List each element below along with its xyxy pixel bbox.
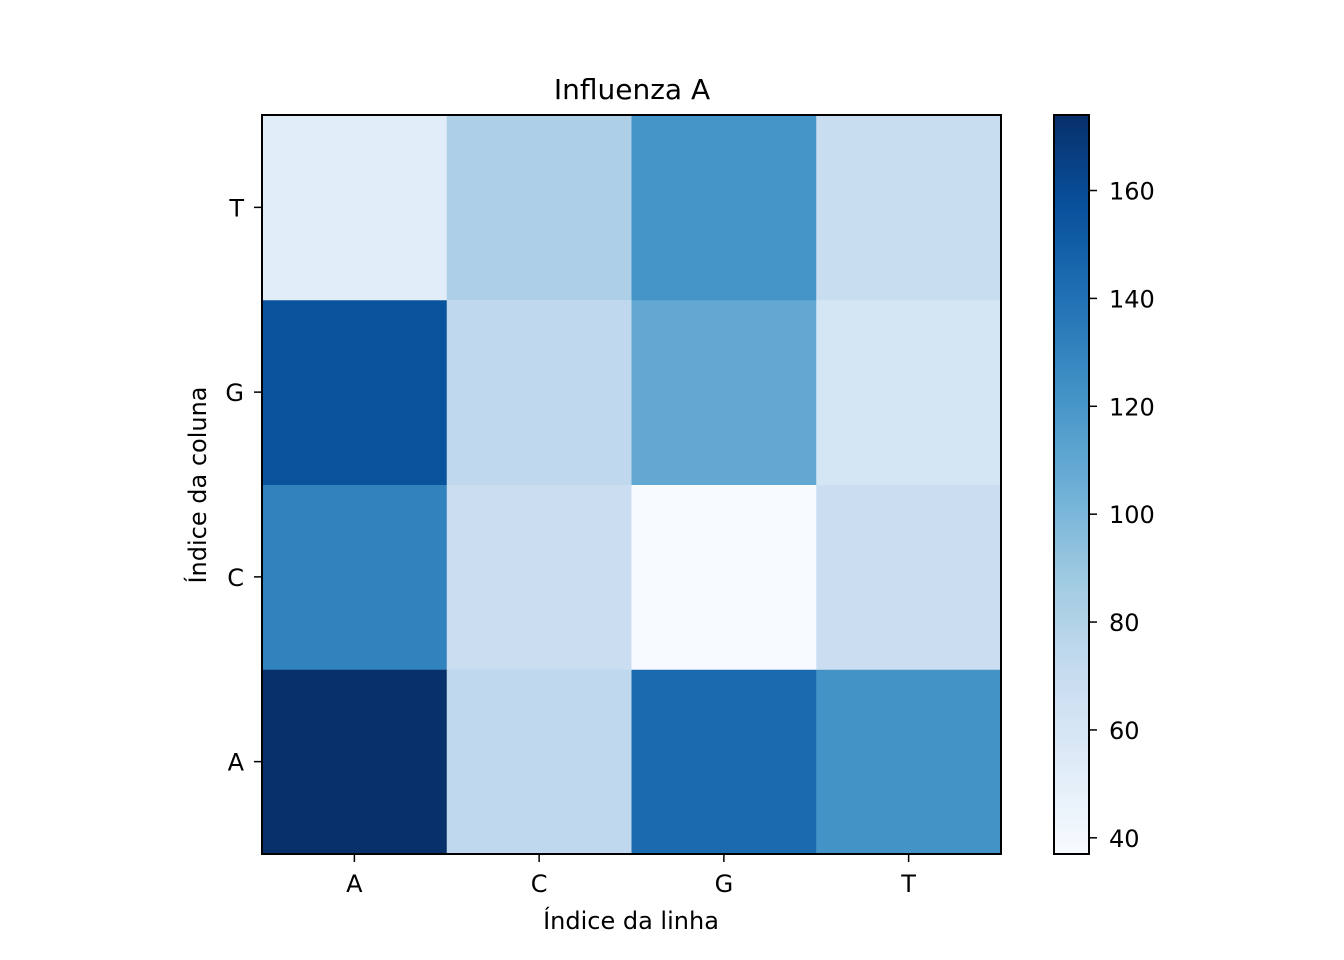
x-axis-label: Índice da linha (543, 906, 719, 935)
plot-frame (261, 114, 1002, 855)
x-tick-label: A (346, 870, 363, 898)
heatmap-cell-T-A (262, 115, 448, 301)
heatmap-cell-T-T (816, 115, 1002, 301)
y-axis-label: Índice da coluna (183, 386, 212, 583)
heatmap-cell-G-T (816, 299, 1002, 485)
y-axis: A C G T (225, 194, 262, 777)
colorbar-tick-label: 60 (1109, 717, 1140, 745)
colorbar-tick-label: 100 (1109, 501, 1155, 529)
y-tick-label: C (227, 564, 244, 592)
heatmap-cell-G-G (631, 299, 817, 485)
chart-title: Influenza A (554, 73, 710, 106)
x-tick-label: T (900, 870, 916, 898)
heatmap-cell-T-G (631, 115, 817, 301)
heatmap-cell-G-A (262, 299, 448, 485)
heatmap-cell-A-G (631, 669, 817, 855)
heatmap-cell-C-C (446, 484, 632, 670)
y-tick-label: T (228, 194, 244, 222)
heatmap-cell-C-G (631, 484, 817, 670)
heatmap-cell-C-A (262, 484, 448, 670)
colorbar-axis: 40 60 80 100 120 140 160 (1089, 178, 1155, 853)
y-tick-label: A (228, 749, 245, 777)
colorbar (1053, 114, 1090, 855)
colorbar-tick-label: 80 (1109, 609, 1140, 637)
x-tick-label: C (531, 870, 548, 898)
colorbar-tick-label: 160 (1109, 178, 1155, 206)
heatmap-cell-T-C (446, 115, 632, 301)
heatmap-cell-G-C (446, 299, 632, 485)
heatmap-cell-A-A (262, 669, 448, 855)
heatmap-cell-C-T (816, 484, 1002, 670)
heatmap-cell-A-T (816, 669, 1002, 855)
heatmap-cell-A-C (446, 669, 632, 855)
y-tick-label: G (225, 379, 244, 407)
colorbar-tick-label: 120 (1109, 393, 1155, 421)
colorbar-tick-label: 140 (1109, 285, 1155, 313)
heatmap-cells (262, 115, 1002, 855)
x-tick-label: G (715, 870, 734, 898)
colorbar-tick-label: 40 (1109, 825, 1140, 853)
